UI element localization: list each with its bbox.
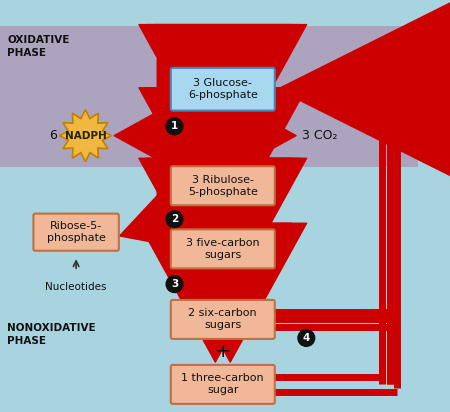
Text: 3 five-carbon
sugars: 3 five-carbon sugars: [186, 238, 260, 260]
Text: OXIDATIVE
PHASE: OXIDATIVE PHASE: [8, 35, 70, 58]
FancyBboxPatch shape: [171, 300, 275, 339]
Polygon shape: [59, 110, 112, 162]
FancyBboxPatch shape: [171, 229, 275, 268]
Text: 3: 3: [171, 279, 178, 289]
Circle shape: [298, 330, 315, 346]
Text: +: +: [215, 342, 231, 361]
Circle shape: [166, 211, 183, 227]
FancyBboxPatch shape: [33, 213, 119, 251]
Text: NADPH: NADPH: [64, 131, 106, 140]
Bar: [0, 26, 418, 167]
Text: 3 CO₂: 3 CO₂: [302, 129, 337, 142]
FancyBboxPatch shape: [171, 68, 275, 110]
Text: 2: 2: [171, 214, 178, 224]
Text: 6: 6: [49, 129, 57, 142]
Text: 4: 4: [303, 333, 310, 343]
Text: 3 Ribulose-
5-phosphate: 3 Ribulose- 5-phosphate: [188, 175, 258, 197]
Circle shape: [166, 118, 183, 135]
Text: 3 Glucose-
6-phosphate: 3 Glucose- 6-phosphate: [188, 78, 258, 100]
Text: 2 six-carbon
sugars: 2 six-carbon sugars: [189, 309, 257, 330]
Text: 1 three-carbon
sugar: 1 three-carbon sugar: [181, 373, 264, 396]
FancyBboxPatch shape: [171, 166, 275, 205]
Text: NONOXIDATIVE
PHASE: NONOXIDATIVE PHASE: [8, 323, 96, 346]
Text: Ribose-5-
phosphate: Ribose-5- phosphate: [47, 221, 106, 243]
Text: 1: 1: [171, 122, 178, 131]
FancyBboxPatch shape: [171, 365, 275, 404]
Text: Nucleotides: Nucleotides: [45, 282, 107, 292]
Circle shape: [166, 276, 183, 293]
